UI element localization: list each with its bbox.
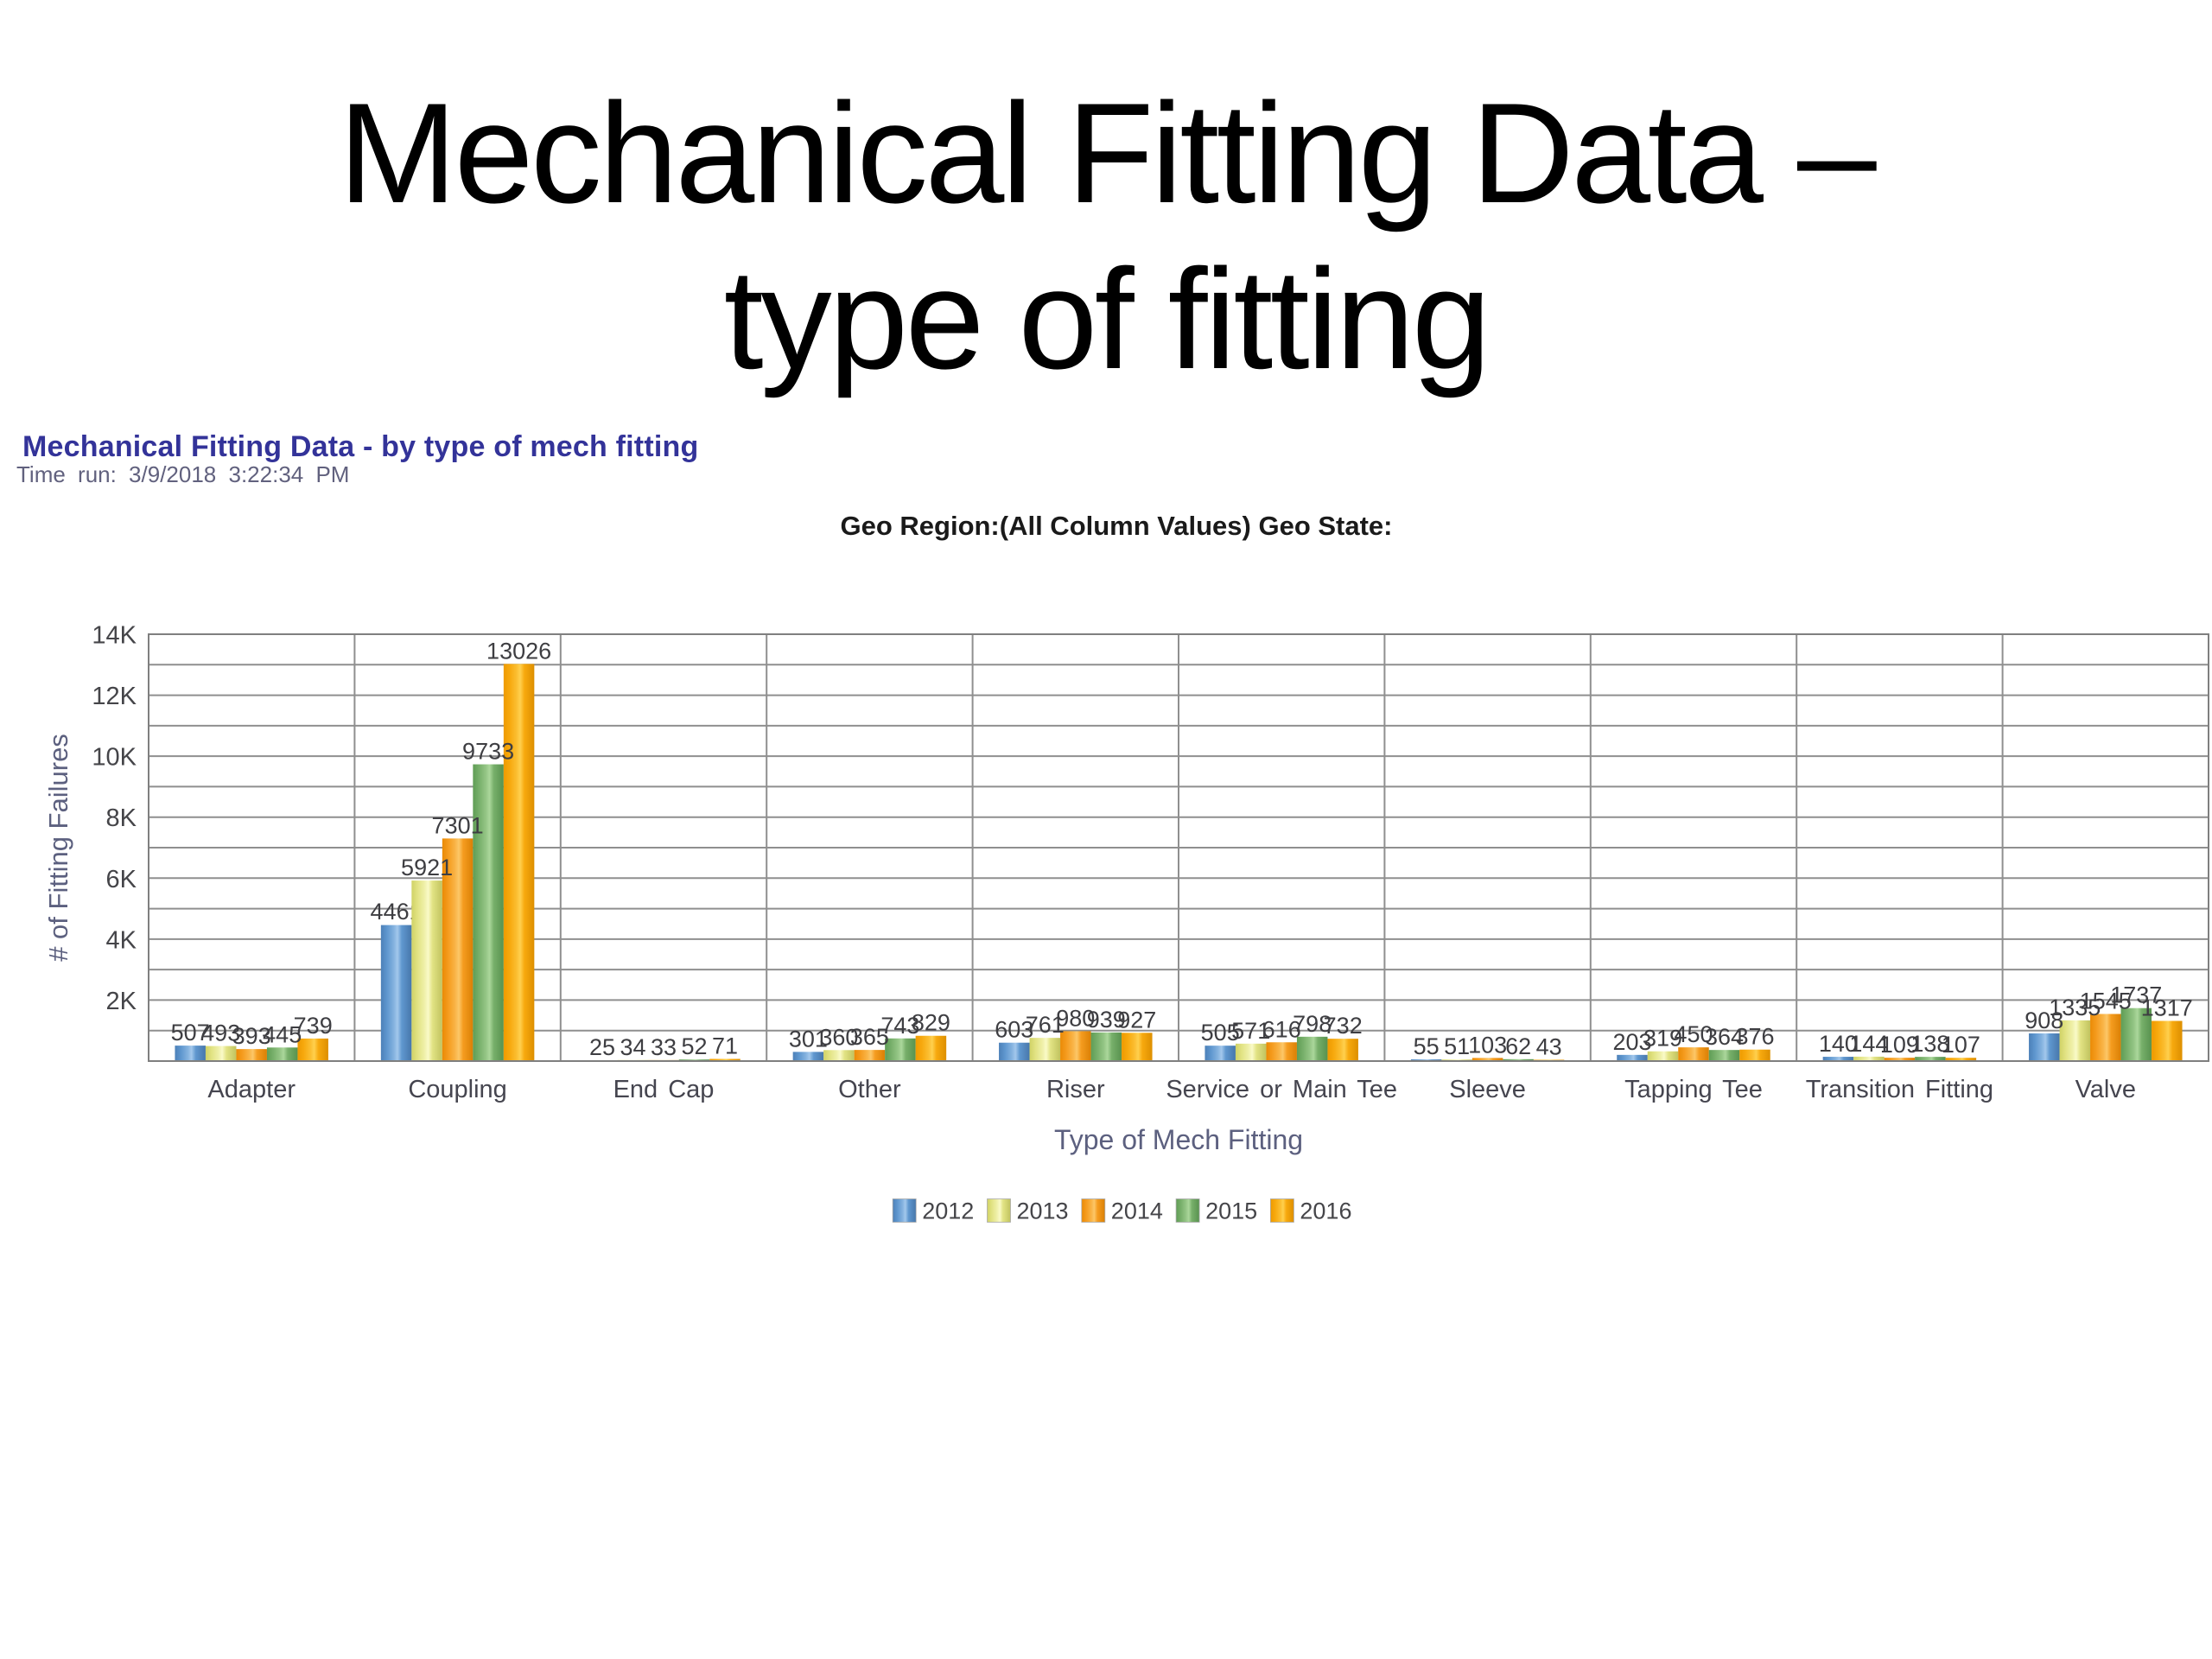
- svg-text:55: 55: [1414, 1033, 1440, 1059]
- svg-text:6K: 6K: [106, 866, 137, 893]
- svg-text:Other: Other: [838, 1076, 901, 1103]
- svg-text:2013: 2013: [1017, 1198, 1069, 1224]
- svg-text:493: 493: [201, 1020, 240, 1046]
- svg-text:13026: 13026: [486, 638, 551, 664]
- svg-text:829: 829: [912, 1010, 950, 1036]
- svg-text:360: 360: [819, 1024, 858, 1050]
- svg-text:739: 739: [294, 1013, 333, 1039]
- svg-text:980: 980: [1056, 1005, 1095, 1031]
- svg-text:376: 376: [1735, 1024, 1774, 1050]
- svg-text:12K: 12K: [92, 683, 137, 710]
- svg-text:301: 301: [789, 1026, 828, 1052]
- svg-text:2012: 2012: [922, 1198, 974, 1224]
- svg-text:End Cap: End Cap: [613, 1076, 715, 1103]
- svg-text:Valve: Valve: [2075, 1076, 2136, 1103]
- svg-text:144: 144: [1849, 1031, 1888, 1057]
- svg-text:364: 364: [1705, 1024, 1744, 1050]
- svg-text:7301: 7301: [432, 812, 484, 838]
- svg-text:8K: 8K: [106, 804, 137, 832]
- svg-text:1737: 1737: [2110, 982, 2162, 1008]
- svg-text:571: 571: [1231, 1018, 1270, 1044]
- svg-text:616: 616: [1262, 1016, 1301, 1042]
- svg-text:62: 62: [1505, 1033, 1531, 1059]
- svg-text:927: 927: [1117, 1007, 1156, 1033]
- svg-text:14K: 14K: [92, 622, 137, 650]
- svg-text:1335: 1335: [2049, 995, 2101, 1020]
- svg-text:71: 71: [712, 1033, 738, 1059]
- svg-text:Sleeve: Sleeve: [1449, 1076, 1526, 1103]
- svg-text:393: 393: [232, 1023, 271, 1049]
- svg-text:939: 939: [1087, 1007, 1126, 1033]
- svg-text:109: 109: [1880, 1032, 1919, 1058]
- svg-text:25: 25: [589, 1034, 615, 1060]
- svg-text:Service or Main Tee: Service or Main Tee: [1166, 1076, 1397, 1103]
- svg-text:# of Fitting Failures: # of Fitting Failures: [43, 734, 73, 962]
- svg-text:2015: 2015: [1205, 1198, 1257, 1224]
- svg-text:51: 51: [1444, 1033, 1470, 1059]
- svg-text:743: 743: [880, 1013, 919, 1039]
- svg-text:1545: 1545: [2080, 988, 2132, 1014]
- svg-text:34: 34: [620, 1034, 645, 1060]
- svg-text:43: 43: [1536, 1034, 1562, 1060]
- svg-text:5921: 5921: [401, 855, 453, 880]
- svg-text:365: 365: [850, 1024, 889, 1050]
- svg-text:103: 103: [1468, 1032, 1507, 1058]
- svg-text:761: 761: [1026, 1012, 1065, 1038]
- svg-text:107: 107: [1942, 1032, 1980, 1058]
- svg-text:603: 603: [995, 1017, 1033, 1043]
- svg-text:Type of Mech Fitting: Type of Mech Fitting: [1054, 1124, 1303, 1155]
- svg-text:10K: 10K: [92, 744, 137, 772]
- svg-text:138: 138: [1910, 1031, 1949, 1057]
- svg-text:9733: 9733: [462, 739, 514, 765]
- svg-text:505: 505: [1201, 1020, 1240, 1046]
- svg-text:2014: 2014: [1111, 1198, 1163, 1224]
- svg-text:Tapping Tee: Tapping Tee: [1624, 1076, 1763, 1103]
- svg-text:Adapter: Adapter: [207, 1076, 296, 1103]
- svg-text:450: 450: [1674, 1021, 1713, 1047]
- svg-text:203: 203: [1612, 1029, 1651, 1055]
- svg-text:33: 33: [651, 1034, 677, 1060]
- svg-text:140: 140: [1819, 1031, 1858, 1057]
- svg-text:Coupling: Coupling: [408, 1076, 506, 1103]
- svg-text:2016: 2016: [1300, 1198, 1351, 1224]
- svg-text:2K: 2K: [106, 988, 137, 1015]
- svg-text:908: 908: [2024, 1007, 2063, 1033]
- svg-text:Transition Fitting: Transition Fitting: [1806, 1076, 1993, 1103]
- svg-text:445: 445: [263, 1021, 302, 1047]
- svg-text:319: 319: [1643, 1026, 1682, 1052]
- svg-text:4K: 4K: [106, 926, 137, 954]
- svg-text:732: 732: [1324, 1013, 1363, 1039]
- svg-text:798: 798: [1293, 1011, 1332, 1037]
- svg-text:52: 52: [681, 1033, 707, 1059]
- svg-text:1317: 1317: [2141, 995, 2193, 1021]
- svg-text:Riser: Riser: [1046, 1076, 1105, 1103]
- svg-text:507: 507: [171, 1020, 210, 1046]
